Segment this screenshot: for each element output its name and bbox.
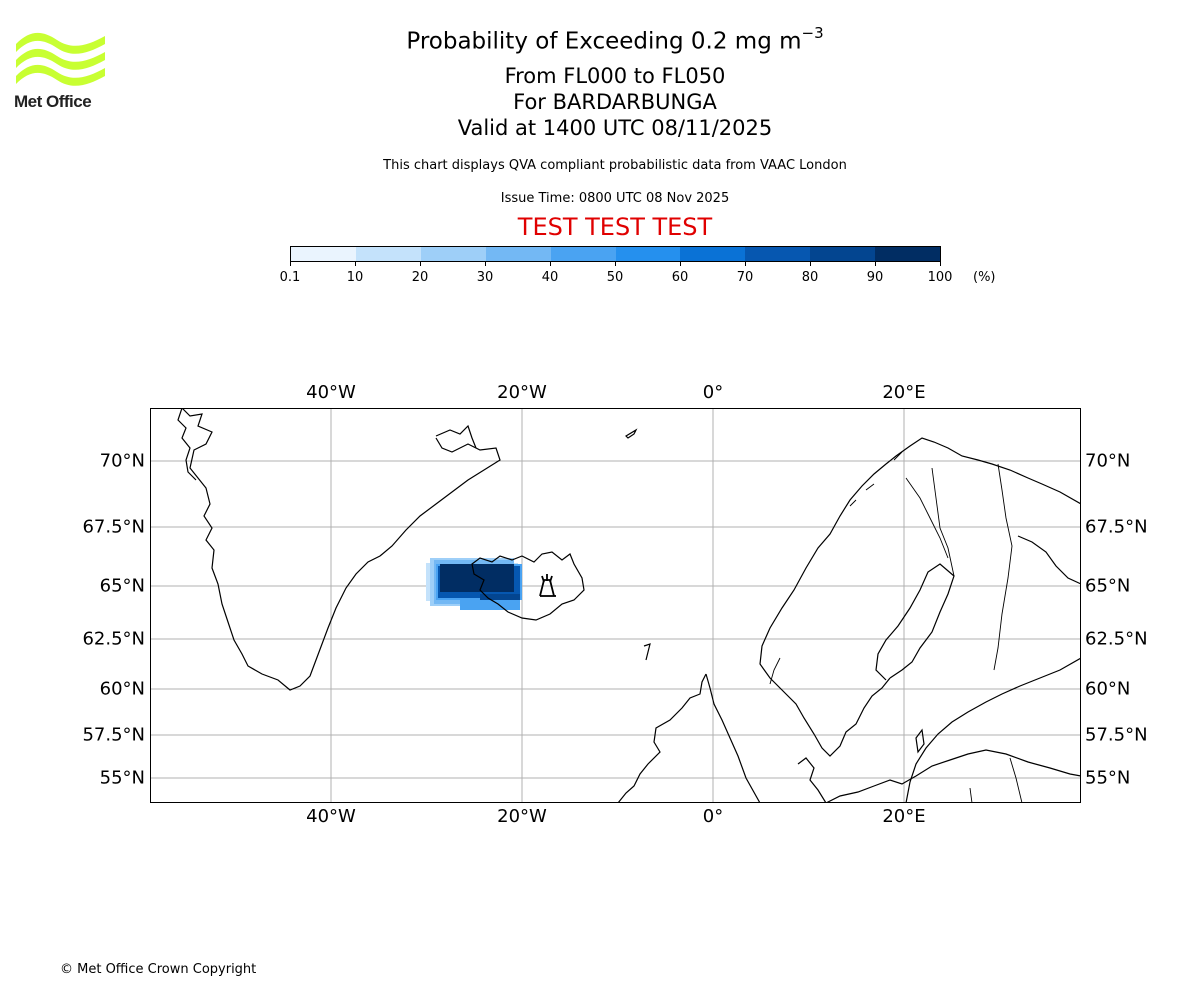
longitude-label: 20°W: [497, 382, 547, 403]
longitude-label: 40°W: [306, 382, 356, 403]
colorbar-tick-label: 20: [411, 270, 429, 285]
continental-europe: [825, 749, 1081, 803]
latitude-label-right: 67.5°N: [1085, 516, 1148, 538]
logo-text: Met Office: [14, 92, 92, 111]
title-superscript: −3: [801, 24, 824, 42]
latitude-label-right: 62.5°N: [1085, 628, 1148, 650]
greenland-fjords: [435, 424, 477, 449]
met-office-logo-icon: [16, 32, 105, 86]
ash-probability-map: [150, 408, 1081, 803]
kola-peninsula: [1017, 535, 1081, 585]
latitude-label-left: 67.5°N: [82, 516, 145, 538]
flight-level-range: From FL000 to FL050: [504, 64, 726, 88]
colorbar-tick-mark: [940, 262, 941, 266]
latitude-label-left: 62.5°N: [82, 628, 145, 650]
colorbar-tick-mark: [810, 262, 811, 266]
greenland-coast: [181, 408, 501, 691]
scandinavia-coast: [759, 437, 1081, 757]
latitude-label-left: 65°N: [99, 575, 145, 597]
colorbar-segment: [615, 247, 681, 261]
colorbar-segment: [485, 247, 551, 261]
graticule: [150, 408, 1081, 803]
colorbar-segment: [355, 247, 421, 261]
colorbar-tick-mark: [290, 262, 291, 266]
issue-time: Issue Time: 0800 UTC 08 Nov 2025: [500, 191, 730, 206]
denmark: [797, 757, 827, 803]
colorbar-tick-label: 60: [671, 270, 689, 285]
volcano-name: For BARDARBUNGA: [513, 90, 717, 114]
colorbar-segment: [745, 247, 811, 261]
latitude-label-left: 57.5°N: [82, 724, 145, 746]
colorbar-segment: [875, 247, 941, 261]
colorbar-tick-mark: [680, 262, 681, 266]
longitude-label: 20°E: [882, 382, 926, 403]
svalbard-islet: [625, 428, 638, 439]
colorbar-segment: [810, 247, 876, 261]
baltic-coast: [905, 657, 1081, 803]
colorbar-tick-label: 90: [866, 270, 884, 285]
latitude-label-right: 60°N: [1085, 678, 1131, 700]
longitude-label: 20°W: [497, 806, 547, 827]
colorbar-tick-label: 80: [801, 270, 819, 285]
colorbar-tick-mark: [485, 262, 486, 266]
colorbar-tick-mark: [615, 262, 616, 266]
colorbar-segment: [680, 247, 746, 261]
ash-probability-field: [426, 558, 522, 610]
norway-islands: [769, 451, 903, 685]
faroe-islands: [643, 643, 651, 661]
finland-coast: [875, 563, 955, 681]
colorbar-segment: [550, 247, 616, 261]
test-banner: TEST TEST TEST: [517, 213, 713, 241]
probability-colorbar: [290, 246, 941, 262]
colorbar-unit: (%): [973, 270, 996, 285]
colorbar-tick-mark: [550, 262, 551, 266]
longitude-label: 0°: [702, 382, 724, 403]
volcano-marker-icon: [539, 574, 556, 597]
country-borders: [905, 463, 1023, 803]
latitude-label-left: 70°N: [99, 450, 145, 472]
disclaimer-text: This chart displays QVA compliant probab…: [383, 158, 847, 173]
colorbar-tick-label: 50: [606, 270, 624, 285]
chart-title: Probability of Exceeding 0.2 mg m−3: [406, 24, 824, 55]
colorbar-tick-mark: [745, 262, 746, 266]
latitude-label-left: 55°N: [99, 767, 145, 789]
longitude-label: 20°E: [882, 806, 926, 827]
valid-time: Valid at 1400 UTC 08/11/2025: [457, 116, 773, 140]
colorbar-tick-label: 100: [927, 270, 953, 285]
latitude-label-right: 65°N: [1085, 575, 1131, 597]
latitude-label-left: 60°N: [99, 678, 145, 700]
colorbar-tick-label: 30: [476, 270, 494, 285]
colorbar-tick-mark: [875, 262, 876, 266]
colorbar-tick-label: 10: [346, 270, 364, 285]
colorbar-tick-label: 0.1: [279, 270, 301, 285]
colorbar-tick-label: 40: [541, 270, 559, 285]
british-isles: [617, 673, 707, 803]
colorbar-segment: [420, 247, 486, 261]
colorbar-tick-label: 70: [736, 270, 754, 285]
latitude-label-right: 55°N: [1085, 767, 1131, 789]
coastlines: [177, 408, 1081, 803]
colorbar-segment: [291, 247, 356, 261]
longitude-label: 0°: [702, 806, 724, 827]
copyright-text: © Met Office Crown Copyright: [60, 962, 257, 977]
longitude-label: 40°W: [306, 806, 356, 827]
gotland: [915, 728, 925, 754]
iceland-coast: [471, 551, 585, 621]
colorbar-tick-mark: [355, 262, 356, 266]
latitude-label-right: 57.5°N: [1085, 724, 1148, 746]
latitude-label-right: 70°N: [1085, 450, 1131, 472]
colorbar-tick-mark: [420, 262, 421, 266]
